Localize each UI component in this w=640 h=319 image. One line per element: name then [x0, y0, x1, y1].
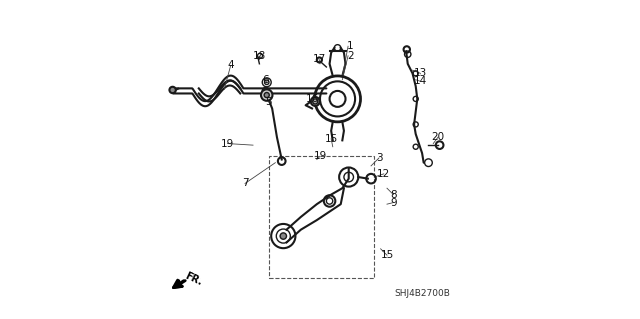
Text: 17: 17 — [312, 54, 326, 64]
Text: 20: 20 — [431, 132, 445, 142]
Text: 14: 14 — [414, 76, 427, 86]
Circle shape — [170, 87, 176, 93]
Text: 12: 12 — [377, 169, 390, 179]
Circle shape — [261, 89, 273, 101]
Text: 19: 19 — [314, 151, 326, 161]
Text: 2: 2 — [347, 51, 354, 61]
Circle shape — [280, 233, 287, 239]
Text: 16: 16 — [305, 94, 319, 104]
Text: 19: 19 — [221, 138, 234, 149]
Text: 18: 18 — [253, 51, 266, 61]
Text: FR.: FR. — [184, 271, 204, 287]
Circle shape — [264, 93, 269, 98]
Circle shape — [311, 97, 320, 106]
Text: 13: 13 — [414, 68, 427, 78]
Text: 3: 3 — [376, 153, 382, 163]
Text: 4: 4 — [227, 60, 234, 70]
Bar — [269, 156, 374, 278]
Text: 9: 9 — [390, 197, 397, 208]
Text: 15: 15 — [324, 134, 338, 144]
Text: 8: 8 — [390, 189, 397, 200]
Text: 1: 1 — [347, 41, 354, 51]
Text: 5: 5 — [266, 97, 272, 107]
Text: 15: 15 — [380, 250, 394, 260]
Text: SHJ4B2700B: SHJ4B2700B — [394, 289, 450, 298]
Text: 7: 7 — [242, 178, 248, 189]
Text: 6: 6 — [262, 75, 269, 85]
